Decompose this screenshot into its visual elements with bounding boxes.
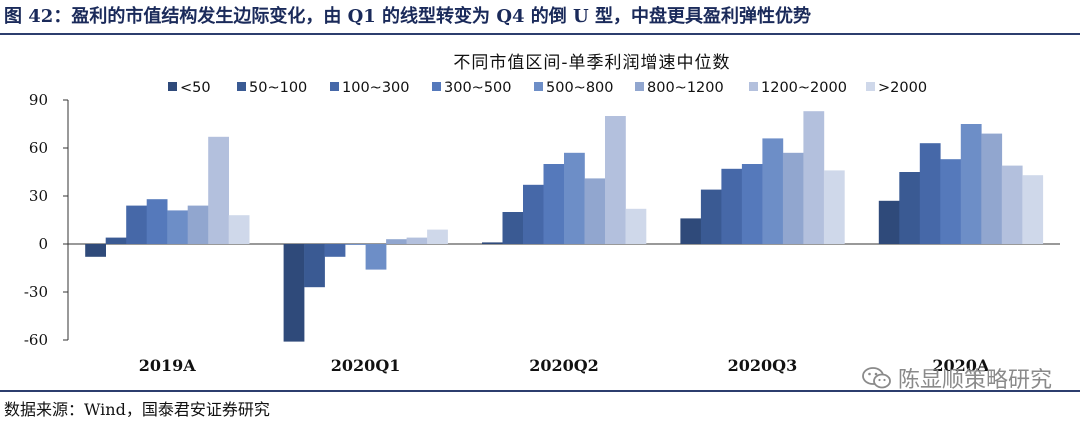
bar [625, 208, 647, 244]
bar [564, 152, 585, 244]
legend-label: 1200~2000 [761, 80, 847, 96]
bar [741, 164, 763, 244]
legend-label: 50~100 [249, 80, 307, 96]
legend-swatch [534, 82, 543, 91]
bar [1022, 175, 1044, 244]
bar [365, 244, 387, 270]
y-tick-label: 60 [29, 139, 48, 157]
bar [406, 237, 428, 244]
bar [105, 237, 127, 244]
x-tick-label: 2020Q1 [331, 356, 401, 375]
bar [919, 143, 941, 244]
wechat-icon [862, 367, 891, 389]
bar [523, 184, 544, 244]
y-tick-label: 0 [38, 235, 48, 253]
legend-swatch [432, 82, 441, 91]
legend-label: <50 [180, 80, 211, 96]
bar [208, 136, 229, 244]
legend-label: 300~500 [444, 80, 512, 96]
legend-swatch [635, 82, 644, 91]
legend-label: 500~800 [546, 80, 614, 96]
x-tick-label: 2020Q3 [728, 356, 798, 375]
figure-title: 图 42：盈利的市值结构发生边际变化，由 Q1 的线型转变为 Q4 的倒 U 型… [4, 6, 812, 27]
bar [762, 138, 784, 244]
legend-label: 800~1200 [647, 80, 724, 96]
bar [502, 212, 524, 244]
bar [803, 111, 825, 244]
x-tick-label: 2019A [139, 356, 197, 375]
legend-swatch [237, 82, 246, 91]
bar [146, 199, 168, 244]
chart-bars [85, 111, 1044, 342]
bar [283, 244, 305, 342]
legend-swatch [749, 82, 758, 91]
x-tick-label: 2020Q2 [529, 356, 599, 375]
bar [543, 164, 565, 244]
bar [782, 152, 804, 244]
bar [1001, 165, 1023, 244]
y-tick-label: -30 [24, 283, 48, 301]
bar [228, 215, 250, 244]
legend-label: 100~300 [342, 80, 410, 96]
x-tick-label: 2020A [932, 356, 990, 375]
bar [324, 244, 346, 257]
bar [482, 242, 503, 244]
bar [345, 244, 366, 245]
bar [899, 172, 921, 244]
bar [584, 178, 606, 244]
bar [823, 170, 845, 244]
bar [878, 200, 900, 244]
bar [85, 244, 106, 257]
bottom-divider [0, 390, 1080, 392]
bar [700, 189, 722, 244]
title-divider [0, 33, 1080, 35]
bar [940, 159, 962, 244]
legend-swatch [866, 82, 875, 91]
legend-swatch [330, 82, 339, 91]
bar [680, 218, 702, 244]
bar [187, 205, 209, 244]
bar [960, 124, 982, 244]
bar [427, 229, 448, 244]
source-note: 数据来源：Wind，国泰君安证券研究 [4, 400, 270, 419]
bar [386, 239, 407, 244]
bar [167, 210, 188, 244]
bar [304, 244, 325, 288]
y-tick-label: -60 [24, 331, 48, 349]
legend-label: >2000 [878, 80, 927, 96]
bar-chart: 不同市值区间-单季利润增速中位数 <50 50~100 100~300 300~500… [24, 53, 1060, 375]
watermark-text: 陈显顺策略研究 [897, 368, 1052, 393]
bar [721, 168, 743, 244]
chart-legend: <50 50~100 100~300 300~500 500~800 800~1200 12… [168, 80, 927, 96]
bar [981, 133, 1003, 244]
watermark: 陈显顺策略研究 [862, 362, 1052, 394]
legend-swatch [168, 82, 177, 91]
bar [126, 205, 147, 244]
bar [605, 116, 626, 244]
y-tick-label: 90 [29, 91, 48, 109]
chart-title: 不同市值区间-单季利润增速中位数 [453, 53, 730, 73]
y-tick-label: 30 [29, 187, 48, 205]
